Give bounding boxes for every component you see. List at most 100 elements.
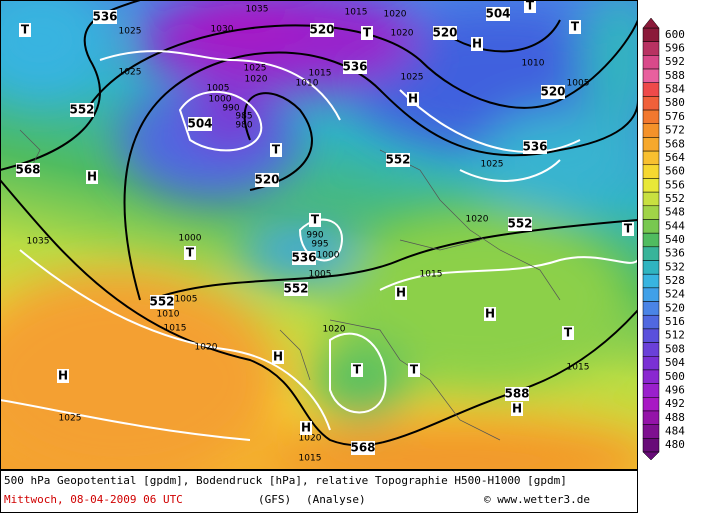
isobar-label: 1005 bbox=[309, 270, 332, 280]
height-label-bg bbox=[150, 295, 174, 309]
pressure-center: H bbox=[301, 421, 311, 435]
colorbar-swatch bbox=[642, 246, 660, 261]
colorbar-swatch bbox=[642, 123, 660, 138]
isobar-label: 1030 bbox=[211, 25, 234, 35]
pressure-center-bg bbox=[471, 37, 483, 51]
pressure-center: T bbox=[363, 26, 372, 40]
isobar-label: 1020 bbox=[245, 75, 268, 85]
colorbar-label: 532 bbox=[665, 260, 685, 273]
pressure-center: T bbox=[526, 0, 535, 13]
isobar-label: 1020 bbox=[384, 10, 407, 20]
height-label: 504 bbox=[485, 7, 510, 21]
colorbar-label: 552 bbox=[665, 192, 685, 205]
colorbar-swatch bbox=[642, 328, 660, 343]
pressure-center: T bbox=[21, 23, 30, 37]
colorbar-label: 568 bbox=[665, 137, 685, 150]
height-label: 568 bbox=[15, 163, 40, 177]
colorbar-swatch bbox=[642, 109, 660, 124]
colorbar-swatch bbox=[642, 27, 660, 42]
height-label-bg bbox=[292, 251, 316, 265]
height-label: 536 bbox=[291, 251, 316, 265]
pressure-center-bg bbox=[524, 0, 536, 13]
height-label: 520 bbox=[432, 26, 457, 40]
isobar-label: 1035 bbox=[27, 237, 50, 247]
isobar-label: 1035 bbox=[246, 5, 269, 15]
pressure-center-bg bbox=[19, 23, 31, 37]
colorbar-swatch bbox=[642, 438, 660, 453]
colorbar-arrow-top bbox=[642, 17, 660, 29]
height-label: 552 bbox=[283, 282, 308, 296]
colorbar-swatch bbox=[642, 342, 660, 357]
isobar-label: 1005 bbox=[175, 295, 198, 305]
height-label-bg bbox=[16, 163, 40, 177]
isobar-label: 1015 bbox=[164, 324, 187, 334]
colorbar-swatch bbox=[642, 137, 660, 152]
colorbar-label: 564 bbox=[665, 151, 685, 164]
isobar-label: 1010 bbox=[157, 310, 180, 320]
height-label: 504 bbox=[187, 117, 212, 131]
height-label-bg bbox=[486, 7, 510, 21]
height-label: 520 bbox=[309, 23, 334, 37]
colorbar-label: 592 bbox=[665, 55, 685, 68]
colorbar-label: 572 bbox=[665, 124, 685, 137]
pressure-center: T bbox=[571, 20, 580, 34]
colorbar-swatch bbox=[642, 383, 660, 398]
isobar-label: 1020 bbox=[391, 29, 414, 39]
colorbar-label: 516 bbox=[665, 315, 685, 328]
colorbar-swatch bbox=[642, 150, 660, 166]
isobar-label: 985 bbox=[235, 112, 252, 122]
colorbar-label: 596 bbox=[665, 42, 685, 55]
colorbar-label: 528 bbox=[665, 274, 685, 287]
colorbar-swatch bbox=[642, 55, 660, 70]
isobar-label: 1015 bbox=[309, 69, 332, 79]
isobar-label: 1005 bbox=[207, 84, 230, 94]
colorbar-label: 520 bbox=[665, 301, 685, 314]
pressure-center: T bbox=[186, 246, 195, 260]
height-label: 568 bbox=[350, 441, 375, 455]
height-label: 520 bbox=[540, 85, 565, 99]
height-label-bg bbox=[188, 117, 212, 131]
pressure-center-bg bbox=[272, 350, 284, 364]
height-label: 536 bbox=[522, 140, 547, 154]
colorbar-swatch bbox=[642, 369, 660, 384]
height-label: 536 bbox=[92, 10, 117, 24]
height-label-bg bbox=[284, 282, 308, 296]
colorbar-label: 548 bbox=[665, 206, 685, 219]
pressure-center: H bbox=[485, 307, 495, 321]
isobar-label: 1005 bbox=[567, 79, 590, 89]
pressure-center: T bbox=[410, 363, 419, 377]
height-label: 552 bbox=[149, 295, 174, 309]
colorbar-swatch bbox=[642, 82, 660, 97]
colorbar-swatch bbox=[642, 96, 660, 111]
colorbar-label: 492 bbox=[665, 397, 685, 410]
height-label: 588 bbox=[504, 387, 529, 401]
colorbar-swatch bbox=[642, 287, 660, 302]
pressure-center: H bbox=[408, 92, 418, 106]
isobar-label: 995 bbox=[311, 240, 328, 250]
pressure-center: H bbox=[58, 369, 68, 383]
isobar-label: 1020 bbox=[466, 215, 489, 225]
colorbar-label: 508 bbox=[665, 342, 685, 355]
height-label-bg bbox=[70, 103, 94, 117]
pressure-center-bg bbox=[622, 222, 634, 236]
height-label-bg bbox=[310, 23, 334, 37]
height-label-bg bbox=[505, 387, 529, 401]
isobar-label: 1015 bbox=[345, 8, 368, 18]
colorbar-swatch bbox=[642, 314, 660, 330]
height-label: 552 bbox=[385, 153, 410, 167]
colorbar-swatch bbox=[642, 178, 660, 193]
colorbar-label: 556 bbox=[665, 178, 685, 191]
isobar-label: 1025 bbox=[401, 73, 424, 83]
colorbar-label: 524 bbox=[665, 288, 685, 301]
pressure-center: H bbox=[396, 286, 406, 300]
map-area: 1025 1030 1035 1015 1020 1020 1025 1025 1020 1015… bbox=[0, 0, 638, 470]
pressure-center: T bbox=[353, 363, 362, 377]
isobar-label: 1015 bbox=[567, 363, 590, 373]
isobar-label: 1000 bbox=[179, 234, 202, 244]
isobar-label: 1020 bbox=[323, 325, 346, 335]
isobar-label: 1025 bbox=[59, 414, 82, 424]
colorbar-swatch bbox=[642, 219, 660, 234]
isobar-label: 1025 bbox=[481, 160, 504, 170]
height-label: 536 bbox=[342, 60, 367, 74]
colorbar-label: 512 bbox=[665, 329, 685, 342]
